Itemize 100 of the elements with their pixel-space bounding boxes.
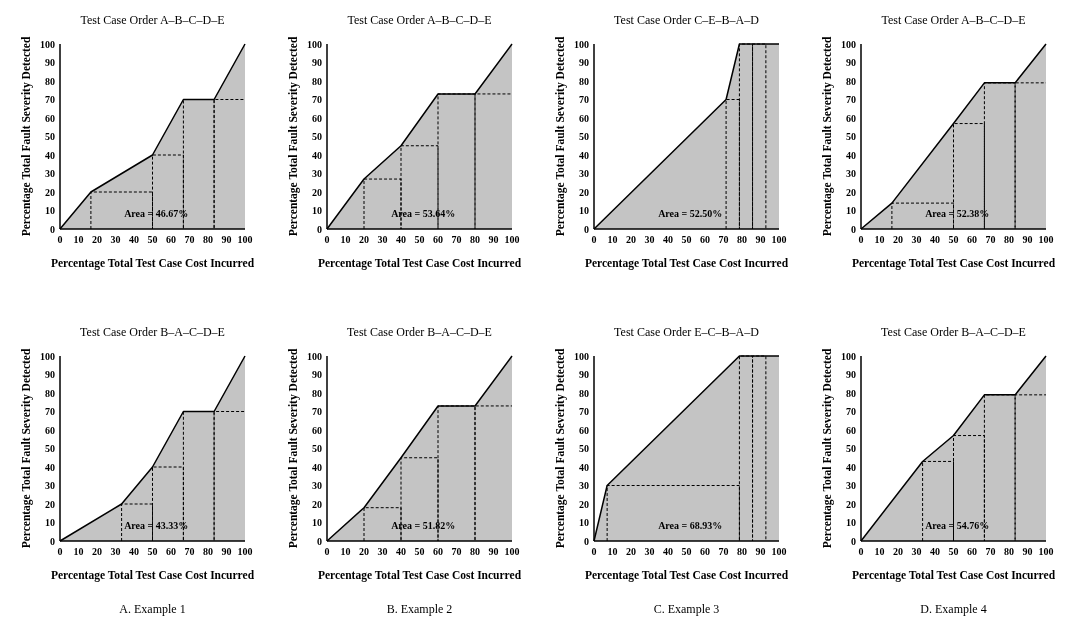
x-tick-label: 40 [129, 546, 139, 557]
x-tick-label: 100 [771, 234, 787, 245]
annotation: Area = 53.64% [391, 208, 456, 219]
y-tick-label: 10 [846, 205, 856, 216]
y-tick-label: 100 [574, 38, 589, 50]
y-tick-label: 10 [45, 205, 55, 216]
y-tick-label: 60 [312, 424, 322, 436]
x-tick-label: 10 [607, 234, 618, 245]
y-axis-title: Percentage Total Fault Severity Detected [821, 36, 834, 237]
y-tick-label: 100 [40, 350, 55, 362]
y-tick-label: 100 [307, 350, 322, 362]
y-tick-label: 30 [45, 168, 55, 179]
text: D. Example 4 [920, 602, 987, 616]
x-tick-label: 20 [626, 234, 636, 245]
y-tick-label: 70 [846, 94, 856, 105]
x-tick-label: 80 [203, 234, 213, 245]
x-tick-label: 10 [73, 546, 84, 557]
x-tick-label: 20 [359, 234, 369, 245]
y-tick-label: 0 [584, 535, 589, 547]
y-tick-label: 70 [45, 94, 55, 105]
y-axis-title: Percentage Total Fault Severity Detected [20, 348, 33, 549]
x-tick-label: 80 [203, 546, 213, 557]
y-tick-label: 100 [574, 350, 589, 362]
y-tick-label: 0 [584, 223, 589, 235]
x-axis-title: Percentage Total Test Case Cost Incurred [851, 569, 1056, 582]
x-tick-label: 50 [147, 546, 158, 557]
x-axis-title: Percentage Total Test Case Cost Incurred [317, 257, 522, 270]
y-tick-label: 60 [579, 424, 589, 436]
y-tick-label: 70 [579, 94, 589, 105]
x-tick-label: 90 [488, 234, 499, 245]
x-axis-title: Percentage Total Test Case Cost Incurred [50, 257, 255, 270]
y-tick-label: 50 [45, 131, 55, 142]
y-tick-label: 90 [312, 57, 322, 68]
y-tick-label: 80 [846, 387, 856, 399]
y-tick-label: 70 [579, 406, 589, 417]
x-tick-label: 60 [967, 546, 977, 557]
x-tick-label: 60 [700, 546, 710, 557]
y-tick-label: 20 [846, 186, 856, 198]
x-tick-label: 20 [92, 234, 102, 245]
y-tick-label: 40 [846, 149, 856, 161]
y-tick-label: 60 [45, 112, 55, 124]
y-tick-label: 60 [846, 112, 856, 124]
x-tick-label: 40 [930, 546, 940, 557]
y-tick-label: 80 [312, 75, 322, 87]
x-tick-label: 10 [874, 234, 885, 245]
x-tick-label: 80 [737, 546, 747, 557]
x-tick-label: 90 [221, 546, 232, 557]
y-tick-label: 90 [45, 57, 55, 68]
y-tick-label: 50 [846, 131, 856, 142]
chart-title: Test Case Order A–B–C–D–E [347, 13, 492, 27]
y-tick-label: 0 [317, 223, 322, 235]
x-tick-label: 10 [340, 234, 351, 245]
x-tick-label: 40 [663, 546, 673, 557]
y-tick-label: 60 [45, 424, 55, 436]
x-tick-label: 70 [451, 234, 462, 245]
y-tick-label: 20 [846, 498, 856, 510]
x-tick-label: 10 [874, 546, 885, 557]
text: B. Example 2 [386, 602, 453, 616]
y-tick-label: 60 [312, 112, 322, 124]
x-tick-label: 80 [737, 234, 747, 245]
x-tick-label: 20 [893, 546, 903, 557]
y-tick-label: 20 [312, 498, 322, 510]
x-tick-label: 20 [359, 546, 369, 557]
y-axis-title: Percentage Total Fault Severity Detected [554, 348, 567, 549]
x-tick-label: 90 [755, 234, 766, 245]
y-tick-label: 30 [579, 168, 589, 179]
chart-title: Test Case Order A–B–C–D–E [881, 13, 1026, 27]
x-tick-label: 0 [591, 234, 597, 245]
y-tick-label: 50 [312, 131, 322, 142]
x-tick-label: 60 [433, 234, 443, 245]
y-tick-label: 10 [45, 517, 55, 528]
annotation: Area = 51.82% [391, 520, 456, 531]
x-axis-title: Percentage Total Test Case Cost Incurred [584, 257, 789, 270]
y-tick-label: 70 [846, 406, 856, 417]
x-tick-label: 90 [755, 546, 766, 557]
y-tick-label: 0 [50, 223, 55, 235]
y-tick-label: 80 [312, 387, 322, 399]
x-tick-label: 50 [681, 546, 692, 557]
x-tick-label: 100 [504, 546, 520, 557]
y-axis-title: Percentage Total Fault Severity Detected [287, 36, 300, 237]
y-tick-label: 50 [846, 443, 856, 454]
chart-title: Test Case Order C–E–B–A–D [614, 13, 760, 27]
y-tick-label: 40 [579, 149, 589, 161]
y-tick-label: 70 [45, 406, 55, 417]
y-tick-label: 50 [579, 443, 589, 454]
x-tick-label: 50 [948, 546, 959, 557]
y-tick-label: 40 [846, 461, 856, 473]
y-tick-label: 40 [312, 461, 322, 473]
x-tick-label: 50 [414, 546, 425, 557]
x-tick-label: 70 [184, 234, 195, 245]
x-tick-label: 90 [1022, 546, 1033, 557]
x-axis-title: Percentage Total Test Case Cost Incurred [584, 569, 789, 582]
y-tick-label: 50 [579, 131, 589, 142]
y-tick-label: 70 [312, 94, 322, 105]
x-tick-label: 20 [626, 546, 636, 557]
y-tick-label: 60 [579, 112, 589, 124]
x-tick-label: 70 [985, 234, 996, 245]
y-tick-label: 90 [579, 57, 589, 68]
x-tick-label: 20 [893, 234, 903, 245]
chart-title: Test Case Order B–A–C–D–E [881, 325, 1026, 339]
